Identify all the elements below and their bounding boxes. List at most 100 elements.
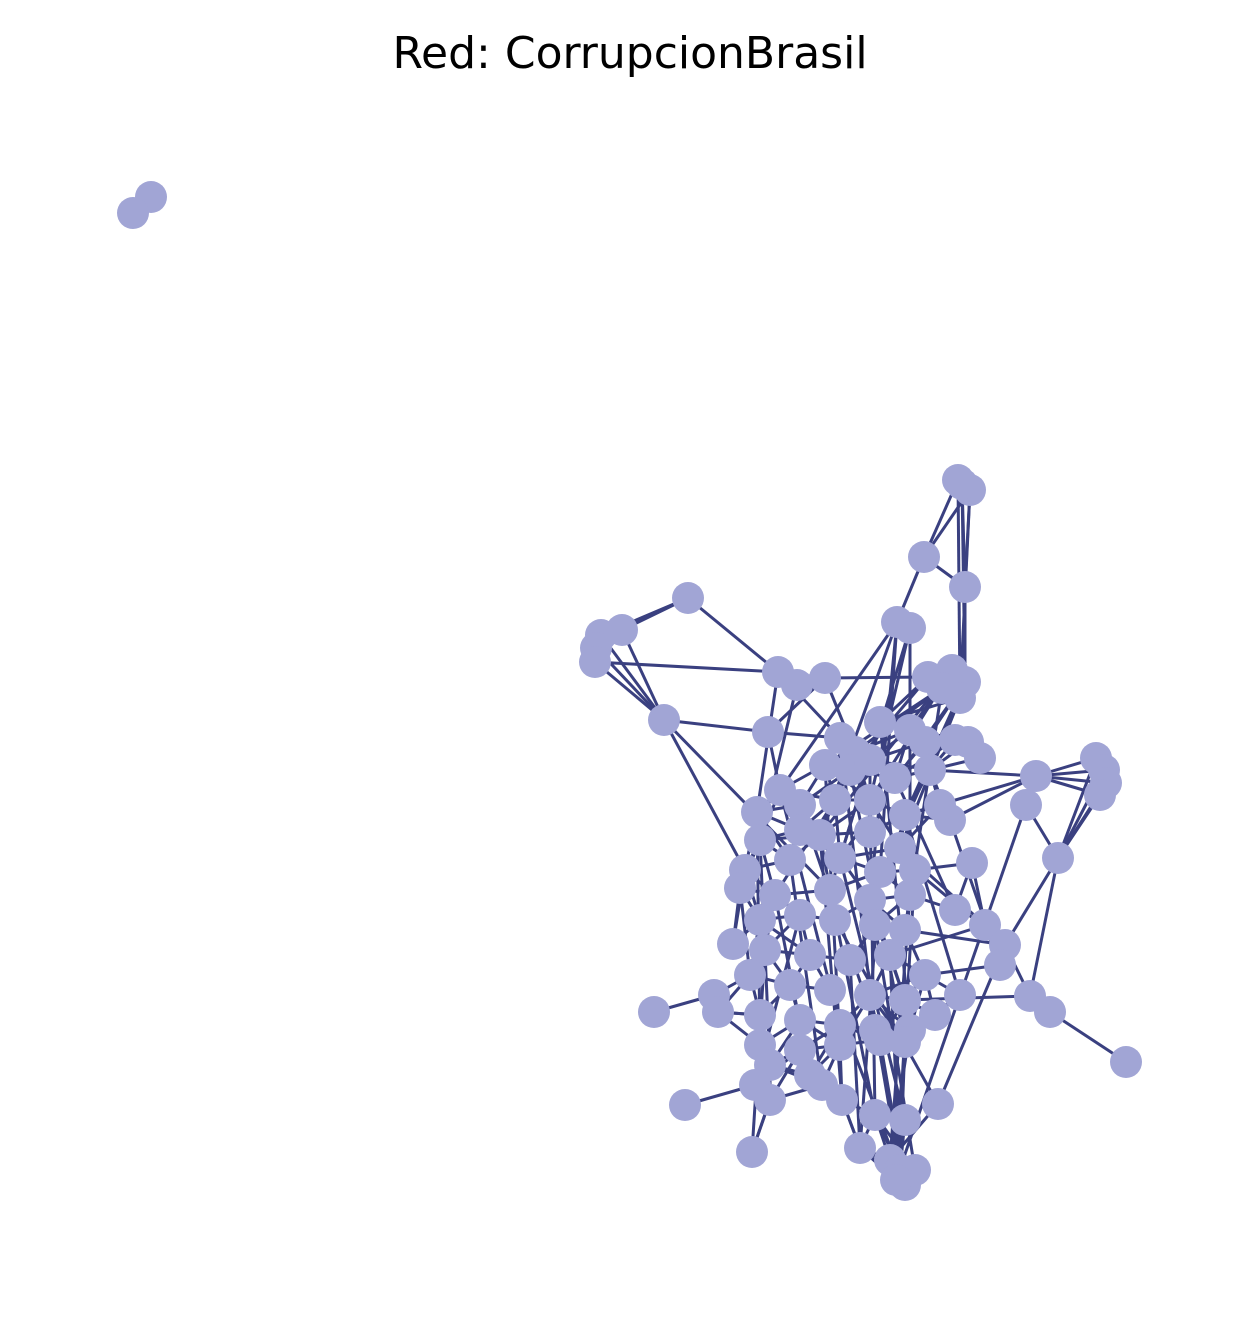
graph-node [854,884,886,916]
graph-node [736,1136,768,1168]
graph-node [784,789,816,821]
graph-edge [773,799,837,896]
graph-node [752,716,784,748]
graph-node [844,1132,876,1164]
graph-node [744,904,776,936]
graph-node [814,874,846,906]
graph-node [889,914,921,946]
graph-node [939,724,971,756]
graph-node [874,939,906,971]
graph-node [894,879,926,911]
graph-edge [594,660,779,674]
graph-node [784,1034,816,1066]
graph-node [834,944,866,976]
graph-node [924,789,956,821]
graph-node [909,959,941,991]
graph-edge [662,719,747,871]
graph-node [969,909,1001,941]
graph-edge [824,675,929,680]
graph-node [859,909,891,941]
graph-node [864,706,896,738]
graph-edge [1028,857,1060,997]
graph-node [781,669,813,701]
graph-title: Red: CorrupcionBrasil [392,28,867,79]
graph-node [1010,789,1042,821]
graph-node [939,894,971,926]
graph-node [672,582,704,614]
graph-node [744,999,776,1031]
graph-node [669,1089,701,1121]
graph-node [744,824,776,856]
graph-node [784,814,816,846]
graph-node [754,1084,786,1116]
graph-node [956,847,988,879]
graph-node [949,571,981,603]
graph-node [894,612,926,644]
graph-node [889,799,921,831]
graph-node [774,969,806,1001]
graph-node [826,1084,858,1116]
graph-node [759,879,791,911]
graph-node [889,1026,921,1058]
graph-nodes [117,181,1142,1201]
graph-node [824,1029,856,1061]
graph-node [914,754,946,786]
graph-node [648,704,680,736]
graph-node [638,996,670,1028]
graph-edge [687,596,779,674]
graph-node [880,1164,912,1196]
graph-node [774,844,806,876]
graph-node [784,899,816,931]
graph-edge [620,629,666,721]
graph-node [741,796,773,828]
graph-node [734,959,766,991]
graph-node [926,672,958,704]
graph-edge [1003,857,1060,946]
graph-node [809,662,841,694]
graph-node [854,744,886,776]
graph-node [819,784,851,816]
graph-edge [778,621,899,791]
graph-node [879,762,911,794]
graph-node [908,541,940,573]
graph-node [854,979,886,1011]
graph-edge [788,859,824,1086]
graph-node [814,974,846,1006]
graph-node [859,1099,891,1131]
graph-node [899,854,931,886]
graph-node [819,904,851,936]
graph-node [717,928,749,960]
graph-node [117,197,149,229]
graph-edge [904,928,1006,947]
graph-node [1020,760,1052,792]
graph-node [946,468,978,500]
graph-node [1034,996,1066,1028]
graph-edge [838,759,872,859]
graph-node [1110,1046,1142,1078]
graph-node [864,856,896,888]
graph-node [1042,842,1074,874]
graph-edge [949,774,1037,822]
graph-node [579,646,611,678]
graph-node [749,934,781,966]
graph-node [702,996,734,1028]
graph-edge [663,718,769,734]
graph-node [864,1024,896,1056]
graph-node [794,939,826,971]
graph-node [1084,779,1116,811]
graph-node [854,816,886,848]
graph-node [922,1088,954,1120]
graph-node [919,999,951,1031]
graph-node [809,749,841,781]
graph-node [724,872,756,904]
graph-node [854,784,886,816]
graph-node [889,984,921,1016]
graph-node [964,742,996,774]
graph-node [784,1004,816,1036]
graph-node [984,949,1016,981]
graph-node [824,842,856,874]
graph-node [889,1104,921,1136]
graph-node [909,726,941,758]
graph-node [944,979,976,1011]
